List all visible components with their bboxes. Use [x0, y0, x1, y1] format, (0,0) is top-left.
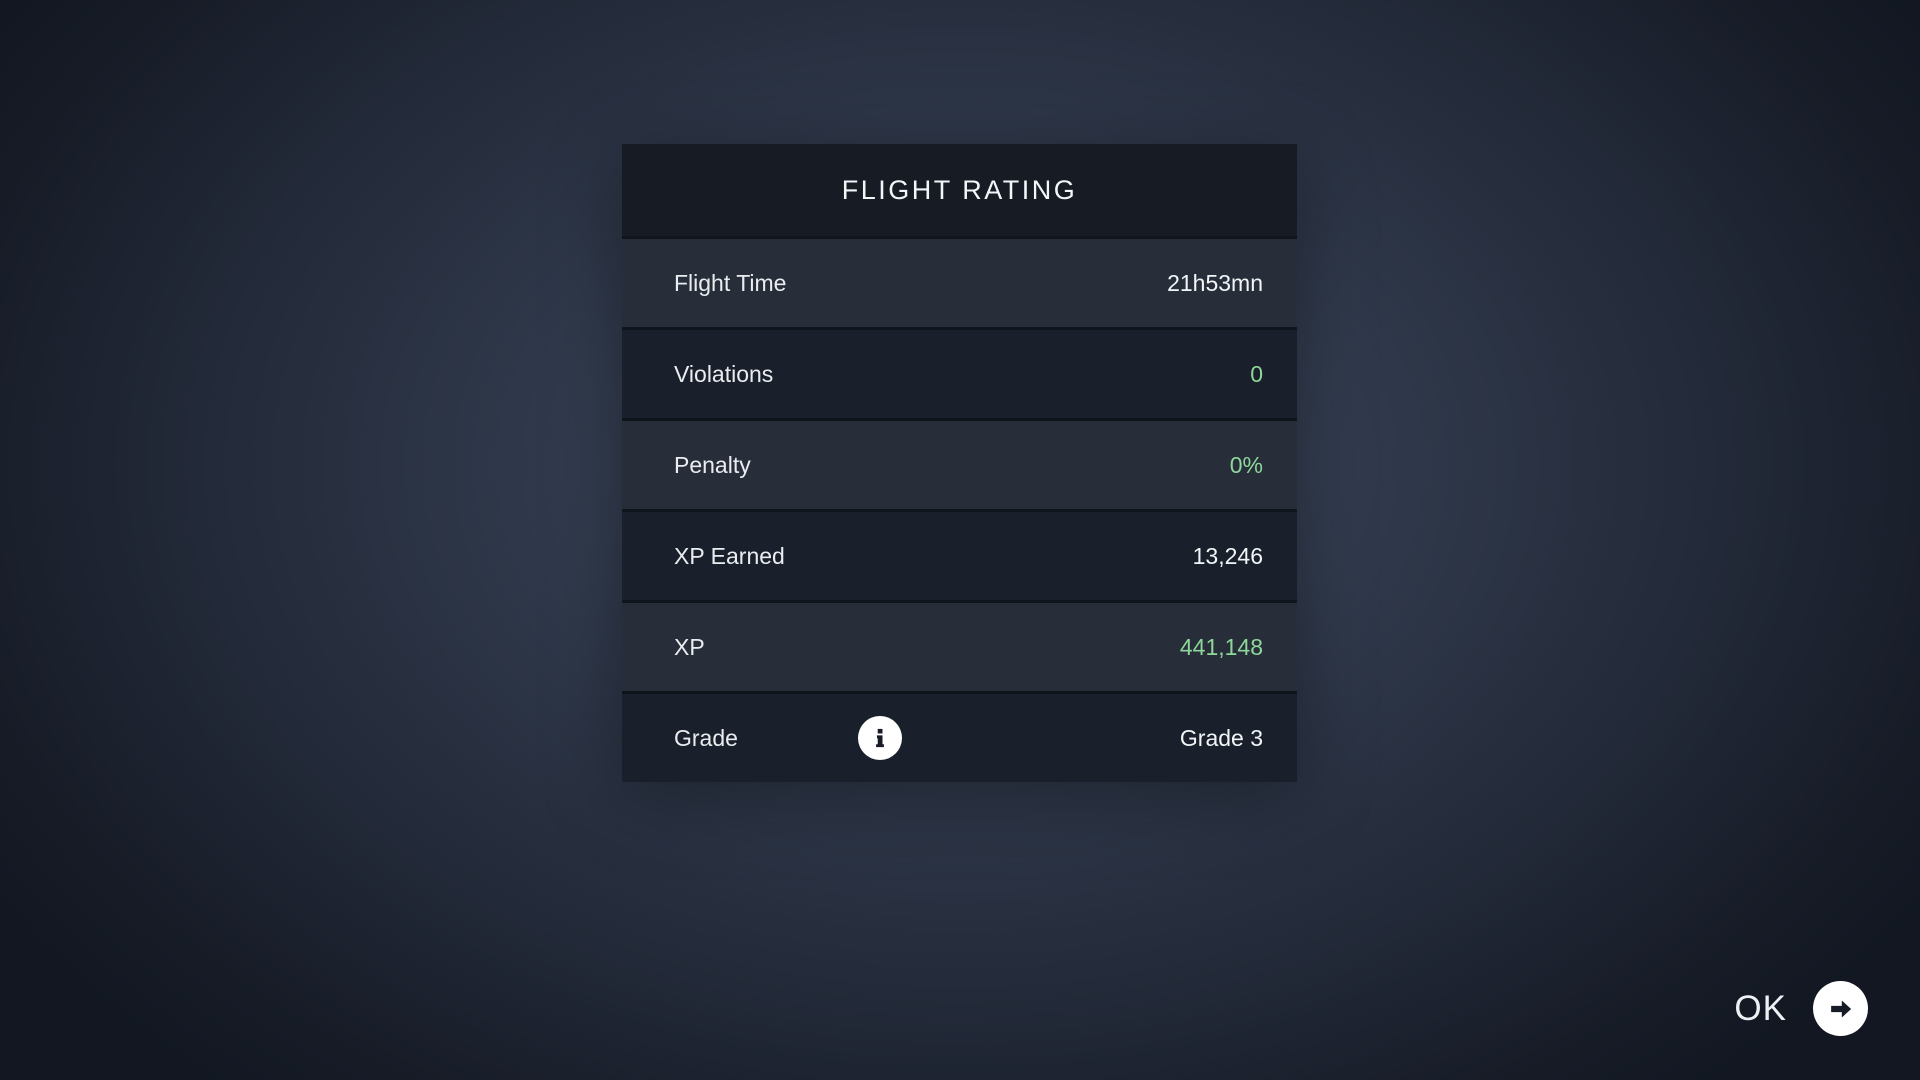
stats-list: Flight Time 21h53mn Violations 0 Penalty 0% XP…	[622, 239, 1297, 782]
stat-value-violations: 0	[1250, 360, 1263, 387]
stat-label-xp-earned: XP Earned	[674, 542, 785, 569]
stat-value-flight-time: 21h53mn	[1167, 269, 1263, 296]
stat-value-xp: 441,148	[1179, 633, 1263, 660]
stat-label-violations: Violations	[674, 360, 774, 387]
panel-title: FLIGHT RATING	[841, 174, 1078, 205]
arrow-right-circle-icon	[1813, 981, 1868, 1036]
stat-row-grade: Grade Grade 3	[622, 694, 1297, 782]
stat-row-violations: Violations 0	[622, 330, 1297, 418]
stat-label-xp: XP	[674, 633, 705, 660]
stat-label-grade: Grade	[674, 724, 738, 751]
stat-label-flight-time: Flight Time	[674, 269, 787, 296]
stat-row-flight-time: Flight Time 21h53mn	[622, 239, 1297, 327]
stat-row-xp: XP 441,148	[622, 603, 1297, 691]
stat-label-penalty: Penalty	[674, 451, 751, 478]
stat-value-xp-earned: 13,246	[1192, 542, 1263, 569]
stat-row-xp-earned: XP Earned 13,246	[622, 512, 1297, 600]
stat-value-grade: Grade 3	[1179, 724, 1263, 751]
grade-info-icon[interactable]	[857, 716, 902, 760]
panel-header: FLIGHT RATING	[622, 144, 1297, 236]
flight-rating-panel: FLIGHT RATING Flight Time 21h53mn Violatio…	[622, 144, 1297, 782]
stat-row-penalty: Penalty 0%	[622, 421, 1297, 509]
ok-button[interactable]: OK	[1734, 981, 1868, 1036]
stat-value-penalty: 0%	[1229, 451, 1263, 478]
ok-label: OK	[1734, 988, 1787, 1028]
